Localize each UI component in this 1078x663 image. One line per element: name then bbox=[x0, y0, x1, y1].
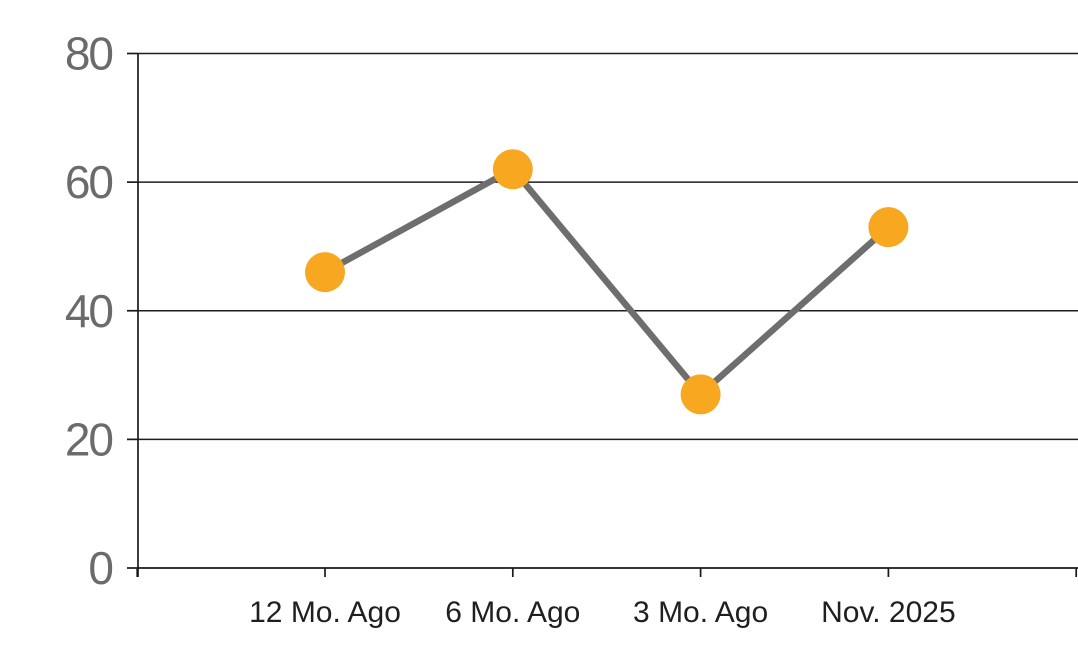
x-axis-tick-label: 3 Mo. Ago bbox=[633, 596, 768, 629]
x-axis-tick-label: 6 Mo. Ago bbox=[445, 596, 580, 629]
x-axis-tick-label: 12 Mo. Ago bbox=[249, 596, 401, 629]
y-axis-tick-label: 60 bbox=[65, 156, 113, 208]
y-axis-tick-label: 0 bbox=[88, 542, 112, 594]
data-point-marker bbox=[305, 252, 345, 293]
y-axis-tick-label: 20 bbox=[65, 413, 113, 465]
data-point-marker bbox=[868, 207, 909, 248]
series-line bbox=[321, 166, 892, 398]
data-point-marker bbox=[492, 149, 533, 190]
y-axis-tick-label: 80 bbox=[65, 28, 113, 80]
x-axis-tick-label: Nov. 2025 bbox=[821, 596, 956, 629]
data-point-marker bbox=[680, 374, 721, 415]
y-axis-tick-label: 40 bbox=[65, 285, 113, 337]
